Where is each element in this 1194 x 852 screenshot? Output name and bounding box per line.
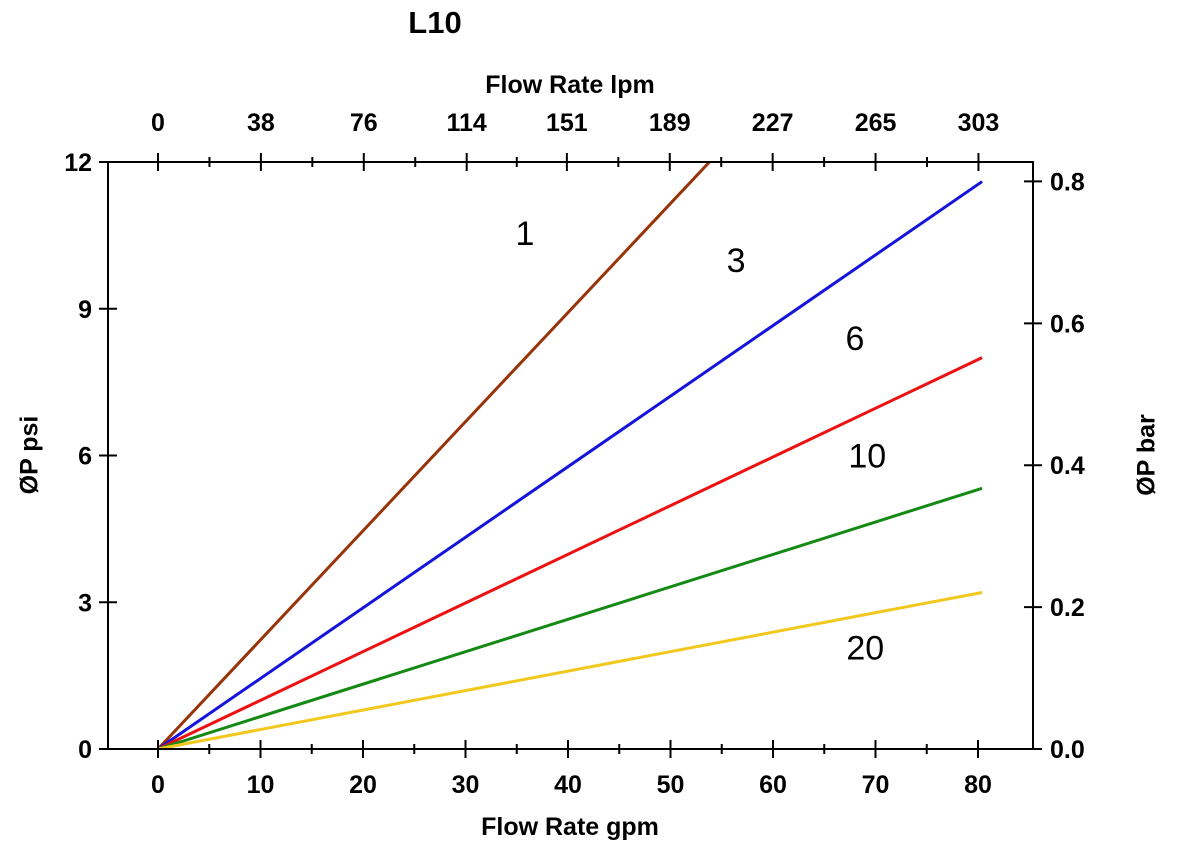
top-axis-tick-label: 76	[350, 109, 378, 137]
x-axis-tick-label: 0	[151, 771, 165, 799]
top-axis-tick-label: 114	[447, 109, 487, 137]
top-axis-tick-label: 303	[958, 109, 1000, 137]
x-axis-tick-label: 40	[554, 771, 582, 799]
top-axis-tick-label: 189	[649, 109, 691, 137]
plot-frame	[107, 161, 1034, 750]
series-line-10	[157, 486, 983, 749]
y-axis-tick-label: 3	[78, 589, 92, 617]
y-axis-tick-label: 9	[78, 296, 92, 324]
series-line-6	[157, 356, 983, 749]
top-axis-title: Flow Rate lpm	[485, 71, 655, 99]
top-axis-tick-label: 0	[151, 109, 165, 137]
x-axis-tick-label: 60	[759, 771, 787, 799]
y-axis-tick-label: 0	[78, 736, 92, 764]
series-label-6: 6	[846, 320, 865, 358]
x-axis-tick-label: 20	[349, 771, 377, 799]
right-axis-tick-label: 0.6	[1050, 310, 1085, 338]
y-axis-tick-label: 6	[78, 443, 92, 471]
x-axis-tick-label: 50	[657, 771, 685, 799]
series-line-1	[156, 162, 711, 749]
bottom-axis-title: Flow Rate gpm	[481, 813, 659, 841]
y-axis-tick-label: 12	[64, 149, 92, 177]
series-label-3: 3	[727, 242, 746, 280]
series-line-3	[157, 180, 983, 749]
series-line-20	[157, 590, 983, 749]
series-label-1: 1	[515, 215, 534, 253]
right-axis-tick-label: 0.0	[1050, 736, 1085, 764]
series-label-20: 20	[846, 629, 884, 667]
top-axis-tick-label: 151	[546, 109, 588, 137]
top-axis-tick-label: 265	[855, 109, 897, 137]
chart-title: L10	[408, 5, 462, 40]
x-axis-tick-label: 10	[247, 771, 275, 799]
x-axis-tick-label: 30	[452, 771, 480, 799]
x-axis-tick-label: 80	[964, 771, 992, 799]
top-axis-tick-label: 227	[752, 109, 794, 137]
right-axis-tick-label: 0.4	[1050, 452, 1085, 480]
series-label-10: 10	[848, 438, 886, 476]
top-axis-tick-label: 38	[247, 109, 275, 137]
right-axis-tick-label: 0.8	[1050, 168, 1085, 196]
x-axis-tick-label: 70	[862, 771, 890, 799]
right-axis-tick-label: 0.2	[1050, 594, 1085, 622]
